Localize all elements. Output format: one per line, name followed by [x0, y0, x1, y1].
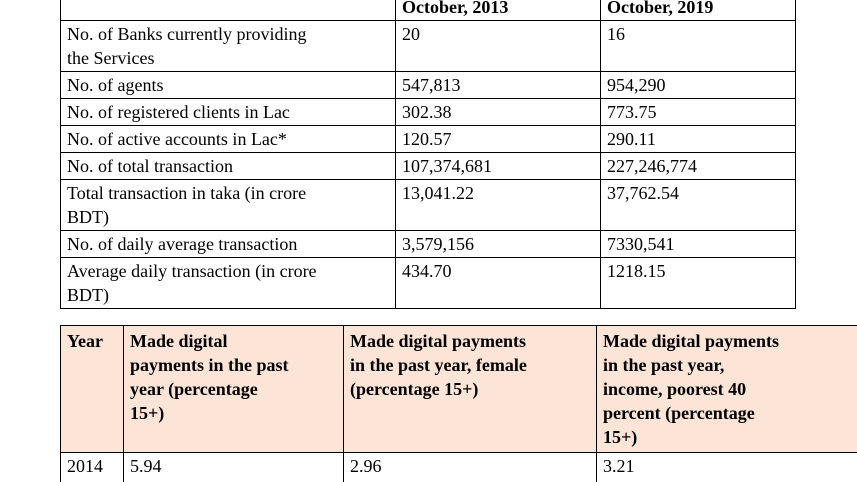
- value-2019: 773.75: [600, 98, 796, 126]
- table1-header-october-2013: October, 2013: [395, 0, 601, 21]
- value-2019: 1218.15: [600, 257, 796, 309]
- value-2013: 3,579,156: [395, 230, 601, 258]
- row-label: No. of active accounts in Lac*: [60, 125, 396, 153]
- table1-header-october-2019: October, 2019: [600, 0, 796, 21]
- table1-header-blank: [60, 0, 396, 21]
- value-2019: 7330,541: [600, 230, 796, 258]
- value-2013: 107,374,681: [395, 152, 601, 180]
- table-row: No. of total transaction 107,374,681 227…: [60, 152, 796, 180]
- value-2013: 434.70: [395, 257, 601, 309]
- row-label: No. of total transaction: [60, 152, 396, 180]
- value-2019: 37,762.54: [600, 179, 796, 231]
- table-row: 2014 5.94 2.96 3.21: [60, 452, 857, 482]
- table2-header-year: Year: [60, 325, 124, 453]
- table-row: No. of Banks currently providing the Ser…: [60, 20, 796, 72]
- table-row: Average daily transaction (in crore BDT)…: [60, 257, 796, 309]
- row-label: Average daily transaction (in crore BDT): [60, 257, 396, 309]
- poorest40-cell: 3.21: [596, 452, 857, 482]
- value-2019: 227,246,774: [600, 152, 796, 180]
- table-row: No. of registered clients in Lac 302.38 …: [60, 98, 796, 126]
- mfs-comparison-table: October, 2013 October, 2019 No. of Banks…: [60, 0, 796, 309]
- row-label: No. of registered clients in Lac: [60, 98, 396, 126]
- value-2013: 120.57: [395, 125, 601, 153]
- table1-header-row: October, 2013 October, 2019: [60, 0, 796, 21]
- table-row: No. of daily average transaction 3,579,1…: [60, 230, 796, 258]
- year-cell: 2014: [60, 452, 124, 482]
- table-row: No. of active accounts in Lac* 120.57 29…: [60, 125, 796, 153]
- value-2019: 16: [600, 20, 796, 72]
- table2-header-row: Year Made digital payments in the past y…: [60, 325, 857, 453]
- table2-header-female: Made digital payments in the past year, …: [343, 325, 597, 453]
- table-row: No. of agents 547,813 954,290: [60, 71, 796, 99]
- table2-header-overall: Made digital payments in the past year (…: [123, 325, 344, 453]
- female-cell: 2.96: [343, 452, 597, 482]
- row-label: Total transaction in taka (in crore BDT): [60, 179, 396, 231]
- value-2013: 302.38: [395, 98, 601, 126]
- overall-cell: 5.94: [123, 452, 344, 482]
- value-2013: 13,041.22: [395, 179, 601, 231]
- table-row: Total transaction in taka (in crore BDT)…: [60, 179, 796, 231]
- row-label: No. of agents: [60, 71, 396, 99]
- value-2019: 954,290: [600, 71, 796, 99]
- value-2019: 290.11: [600, 125, 796, 153]
- value-2013: 547,813: [395, 71, 601, 99]
- table2-header-poorest40: Made digital payments in the past year, …: [596, 325, 857, 453]
- digital-payments-table: Year Made digital payments in the past y…: [60, 325, 857, 482]
- row-label: No. of daily average transaction: [60, 230, 396, 258]
- row-label: No. of Banks currently providing the Ser…: [60, 20, 396, 72]
- value-2013: 20: [395, 20, 601, 72]
